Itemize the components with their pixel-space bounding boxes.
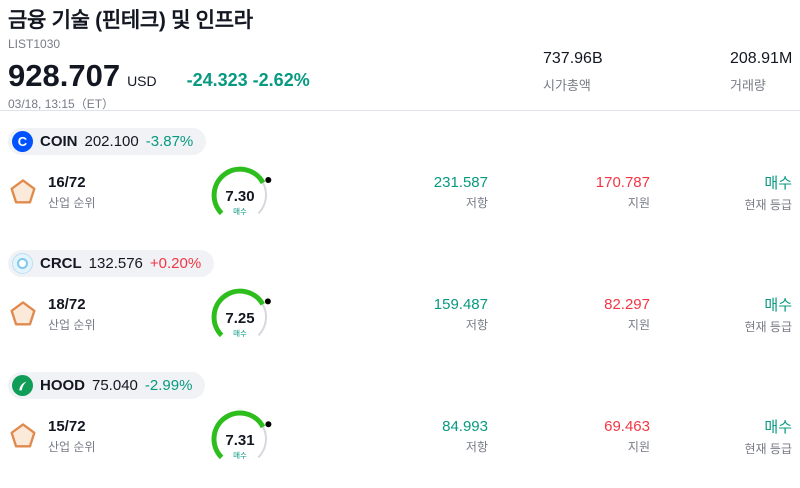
- gauge-fill: [211, 410, 266, 460]
- currency-label: USD: [127, 73, 157, 89]
- stock-row-crcl: CRCL 132.576 +0.20% 18/72 산업 순위 7.25 매수: [0, 233, 800, 355]
- index-header: 금융 기술 (핀테크) 및 인프라 LIST1030 928.707 USD -…: [0, 0, 800, 111]
- resistance-value: 159.487: [433, 295, 488, 313]
- circle-logo-ring: [17, 258, 28, 269]
- industry-rank-cell: 16/72 산업 순위: [8, 174, 198, 211]
- gauge-marker-dot: [264, 298, 271, 305]
- industry-pentagon-icon: [10, 423, 36, 448]
- support-label: 지원: [627, 195, 650, 210]
- gauge-label: 매수: [233, 451, 247, 460]
- coinbase-logo-icon: C: [12, 131, 33, 152]
- resistance-cell: 231.587 저항: [338, 174, 488, 211]
- coinbase-logo-letter: C: [17, 134, 28, 149]
- ticker-chip-crcl[interactable]: CRCL 132.576 +0.20%: [8, 250, 215, 277]
- ticker-chip-coin[interactable]: C COIN 202.100 -3.87%: [8, 128, 207, 155]
- ticker-price: 75.040: [92, 377, 138, 394]
- resistance-value: 84.993: [442, 417, 488, 435]
- ticker-change: -2.99%: [144, 377, 193, 394]
- rating-label: 현재 등급: [744, 441, 793, 456]
- support-label: 지원: [627, 439, 650, 454]
- volume-value: 208.91M: [730, 50, 793, 67]
- market-cap-label: 시가총액: [543, 78, 591, 93]
- industry-pentagon-icon: [10, 179, 36, 204]
- gauge-score: 7.31: [225, 432, 254, 449]
- rating-value: 매수: [764, 296, 792, 314]
- index-change: -24.323 -2.62%: [186, 70, 310, 90]
- industry-rank-value: 16/72: [48, 173, 86, 191]
- ticker-price: 132.576: [88, 255, 143, 272]
- analyst-rating-gauge: 7.31 매수: [211, 410, 272, 460]
- rating-cell: 매수 현재 등급: [650, 294, 793, 335]
- ticker-symbol: HOOD: [40, 377, 85, 394]
- ticker-price: 202.100: [84, 133, 139, 150]
- industry-rank-cell: 18/72 산업 순위: [8, 296, 198, 333]
- ticker-change: +0.20%: [149, 255, 202, 272]
- support-cell: 82.297 지원: [488, 296, 650, 333]
- datetime: 03/18, 13:15（ET）: [8, 97, 115, 111]
- support-value: 82.297: [604, 295, 650, 313]
- ticker-symbol: CRCL: [40, 255, 82, 272]
- page-title: 금융 기술 (핀테크) 및 인프라: [8, 9, 253, 32]
- gauge-marker-dot: [265, 177, 272, 183]
- row-content: 16/72 산업 순위 7.30 매수 231.587 저항 170.787 지…: [8, 159, 792, 225]
- market-cap-stat: 737.96B 시가총액: [543, 50, 603, 94]
- industry-rank-label: 산업 순위: [48, 439, 96, 454]
- rating-cell: 매수 현재 등급: [650, 416, 793, 457]
- industry-pentagon-icon: [10, 301, 36, 326]
- resistance-cell: 84.993 저항: [338, 418, 488, 455]
- gauge-label: 매수: [233, 329, 247, 338]
- support-label: 지원: [627, 317, 650, 332]
- robinhood-feather-icon: [19, 381, 27, 391]
- gauge-fill: [211, 288, 265, 338]
- gauge-track: [257, 426, 267, 459]
- industry-rank-label: 산업 순위: [48, 195, 96, 210]
- resistance-label: 저항: [465, 439, 488, 454]
- row-content: 15/72 산업 순위 7.31 매수 84.993 저항 69.463 지원 …: [8, 403, 792, 469]
- volume-stat: 208.91M 거래량: [730, 50, 792, 94]
- ticker-change: -3.87%: [145, 133, 194, 150]
- gauge-label: 매수: [233, 207, 247, 216]
- ticker-symbol: COIN: [40, 133, 78, 150]
- gauge-marker-dot: [265, 421, 272, 428]
- support-cell: 69.463 지원: [488, 418, 650, 455]
- resistance-label: 저항: [465, 195, 488, 210]
- stock-row-hood: HOOD 75.040 -2.99% 15/72 산업 순위 7.31 매수: [0, 355, 800, 477]
- index-price-row: 928.707 USD -24.323 -2.62%: [8, 60, 792, 91]
- gauge-score: 7.25: [225, 310, 254, 327]
- index-price: 928.707: [8, 58, 121, 93]
- resistance-label: 저항: [465, 317, 488, 332]
- market-cap-value: 737.96B: [543, 50, 603, 67]
- list-id: LIST1030: [8, 37, 61, 51]
- gauge-score: 7.30: [225, 188, 254, 205]
- watchlist: C COIN 202.100 -3.87% 16/72 산업 순위 7.30: [0, 111, 800, 477]
- support-value: 69.463: [604, 417, 650, 435]
- support-value: 170.787: [595, 173, 650, 191]
- circle-logo-icon: [12, 253, 33, 274]
- volume-label: 거래량: [730, 78, 766, 93]
- industry-rank-cell: 15/72 산업 순위: [8, 418, 198, 455]
- gauge-track: [257, 182, 268, 215]
- rating-value: 매수: [764, 418, 792, 436]
- row-content: 18/72 산업 순위 7.25 매수 159.487 저항 82.297 지원…: [8, 281, 792, 347]
- stock-row-coin: C COIN 202.100 -3.87% 16/72 산업 순위 7.30: [0, 111, 800, 233]
- resistance-value: 231.587: [433, 173, 488, 191]
- industry-rank-value: 18/72: [48, 295, 86, 313]
- rating-value: 매수: [764, 174, 792, 192]
- industry-rank-value: 15/72: [48, 417, 86, 435]
- analyst-rating-gauge: 7.25 매수: [211, 288, 271, 338]
- gauge-track: [257, 303, 268, 337]
- robinhood-logo-icon: [12, 375, 33, 396]
- resistance-cell: 159.487 저항: [338, 296, 488, 333]
- header-divider: [0, 110, 800, 111]
- rating-cell: 매수 현재 등급: [650, 172, 793, 213]
- gauge-fill: [211, 166, 266, 216]
- industry-rank-label: 산업 순위: [48, 317, 96, 332]
- rating-label: 현재 등급: [744, 197, 793, 212]
- rating-label: 현재 등급: [744, 319, 793, 334]
- ticker-chip-hood[interactable]: HOOD 75.040 -2.99%: [8, 372, 206, 399]
- analyst-rating-gauge: 7.30 매수: [211, 166, 272, 216]
- support-cell: 170.787 지원: [488, 174, 650, 211]
